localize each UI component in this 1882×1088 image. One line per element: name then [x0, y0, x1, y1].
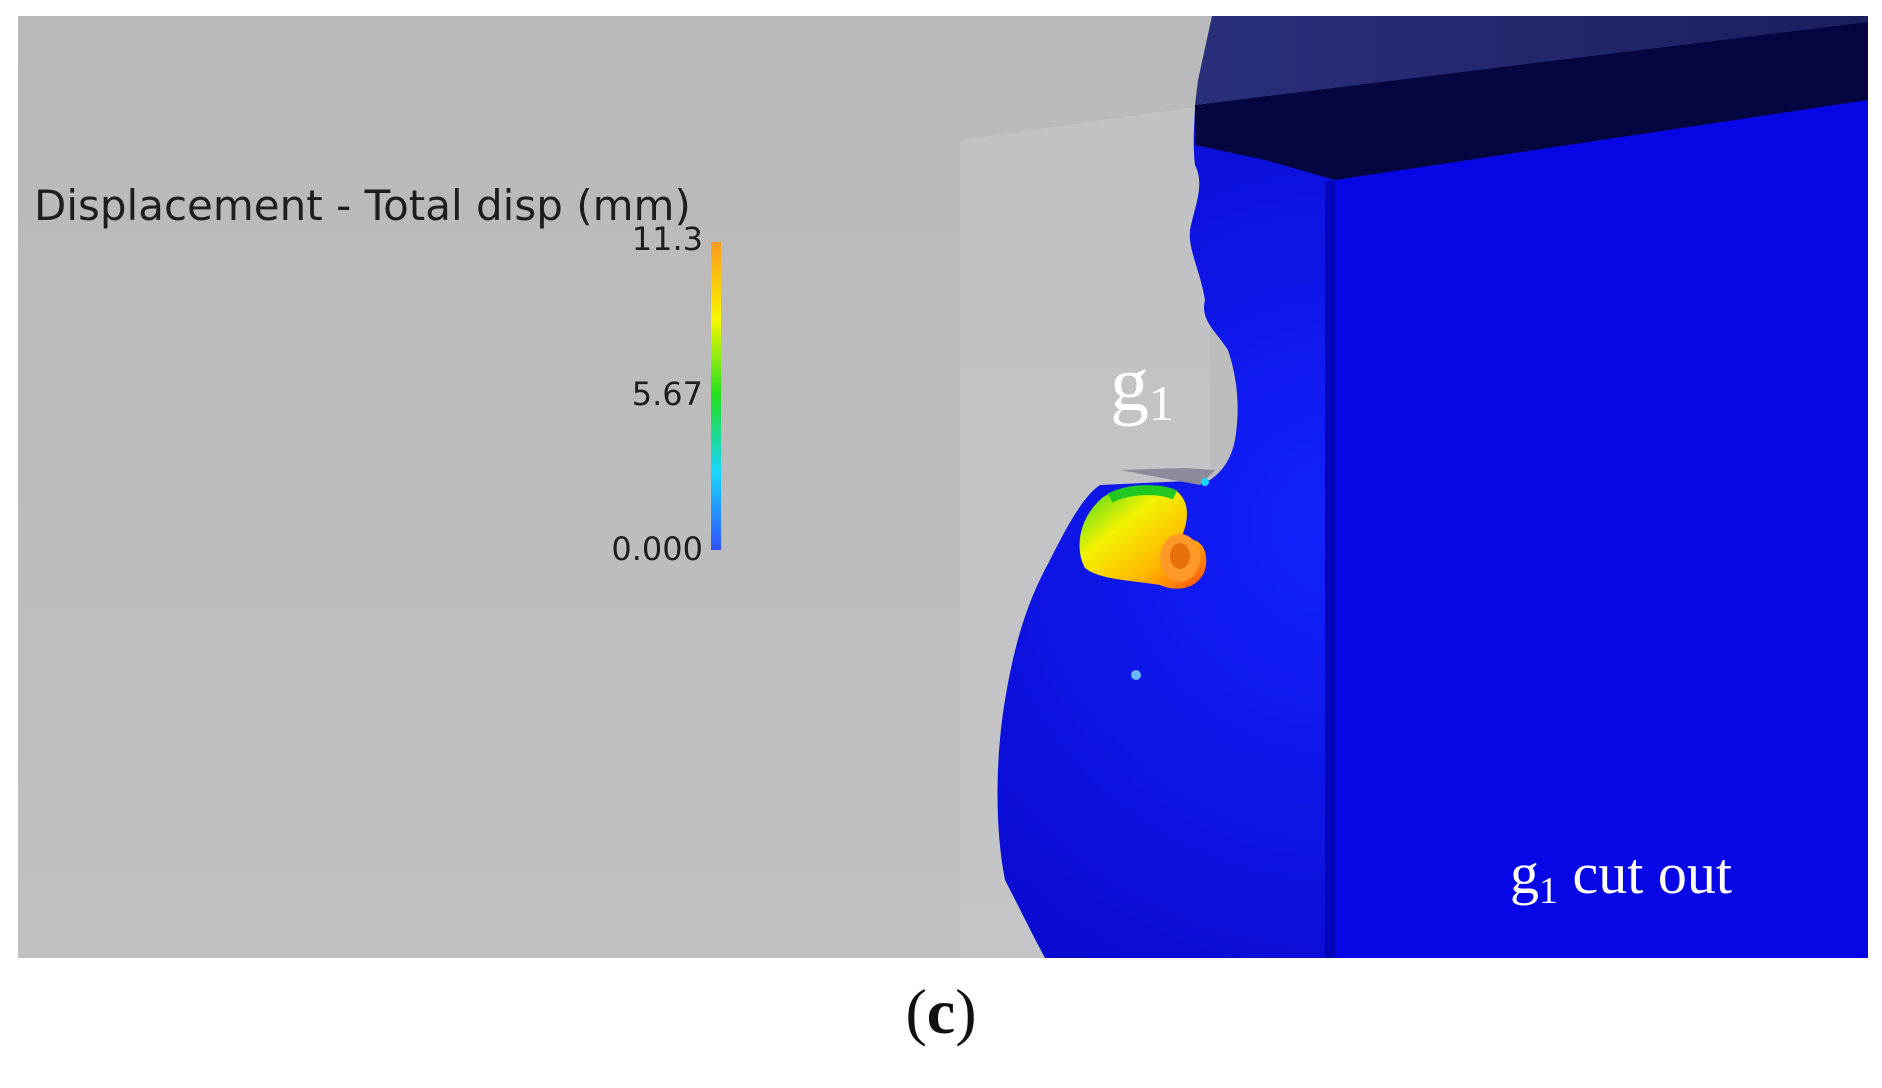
block-face [1335, 100, 1868, 958]
legend-min-label: 0.000 [611, 530, 703, 568]
g1-notch [1120, 468, 1215, 485]
tube-opening-inner [1170, 543, 1190, 569]
top-plate [1195, 16, 1868, 105]
legend-mid-label: 5.67 [632, 375, 703, 413]
cyan-speck [1131, 670, 1141, 680]
colorbar [711, 242, 721, 550]
legend-title: Displacement - Total disp (mm) [34, 181, 691, 230]
top-slab [1195, 16, 1868, 180]
legend-max-label: 11.3 [632, 220, 703, 258]
cyan-speck [1201, 478, 1209, 486]
figure-caption: (c) [905, 976, 977, 1047]
tube-band [1107, 485, 1178, 503]
cut-out-label: g1 cut out [1510, 841, 1732, 912]
g1-label: g1 [1110, 340, 1174, 431]
block-edge [1325, 180, 1335, 958]
